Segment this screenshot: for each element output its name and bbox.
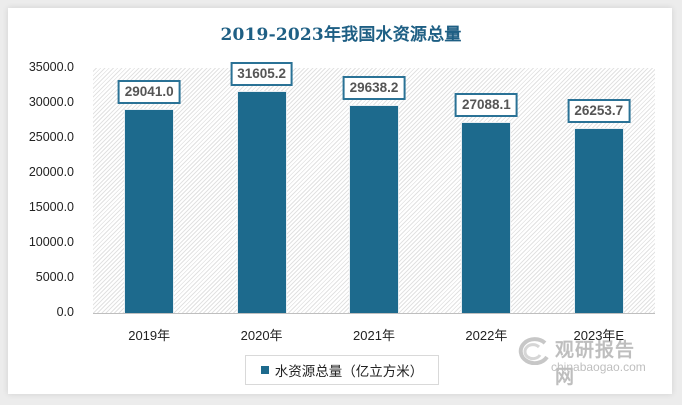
x-tick-label: 2022年 bbox=[465, 328, 508, 343]
y-tick-label: 20000.0 bbox=[28, 165, 74, 179]
data-label: 29638.2 bbox=[342, 75, 406, 100]
watermark-cn: 观研报告网 bbox=[555, 340, 636, 388]
y-tick-label: 10000.0 bbox=[28, 235, 74, 249]
legend-swatch bbox=[260, 366, 269, 374]
y-tick-label: 5000.0 bbox=[35, 270, 74, 284]
x-axis-line bbox=[93, 313, 655, 314]
y-tick-label: 0.0 bbox=[56, 305, 74, 319]
y-tick-label: 30000.0 bbox=[28, 95, 74, 109]
watermark: 观研报告网 chinabaogao.com bbox=[515, 333, 646, 388]
bar bbox=[462, 123, 511, 313]
bar bbox=[237, 91, 286, 313]
bar bbox=[574, 129, 623, 313]
watermark-logo-icon bbox=[518, 337, 549, 365]
x-tick-label: 2019年 bbox=[128, 328, 171, 343]
data-label: 26253.7 bbox=[567, 99, 631, 124]
data-label: 31605.2 bbox=[230, 61, 293, 86]
x-tick-label: 2023年E bbox=[573, 328, 625, 343]
data-label: 29041.0 bbox=[117, 79, 181, 104]
watermark-en: chinabaogao.com bbox=[551, 360, 646, 374]
y-tick-label: 35000.0 bbox=[28, 60, 74, 74]
legend: 水资源总量（亿立方米） bbox=[245, 355, 439, 385]
bar bbox=[350, 105, 398, 313]
x-tick-label: 2021年 bbox=[353, 328, 395, 343]
y-tick-label: 15000.0 bbox=[28, 200, 74, 214]
data-label: 27088.1 bbox=[454, 93, 518, 118]
legend-label: 水资源总量（亿立方米） bbox=[274, 364, 424, 379]
bar bbox=[125, 109, 174, 313]
chart-title: 2019-2023年我国水资源总量 bbox=[220, 25, 462, 45]
y-tick-label: 25000.0 bbox=[28, 130, 74, 144]
x-tick-label: 2020年 bbox=[240, 328, 283, 343]
